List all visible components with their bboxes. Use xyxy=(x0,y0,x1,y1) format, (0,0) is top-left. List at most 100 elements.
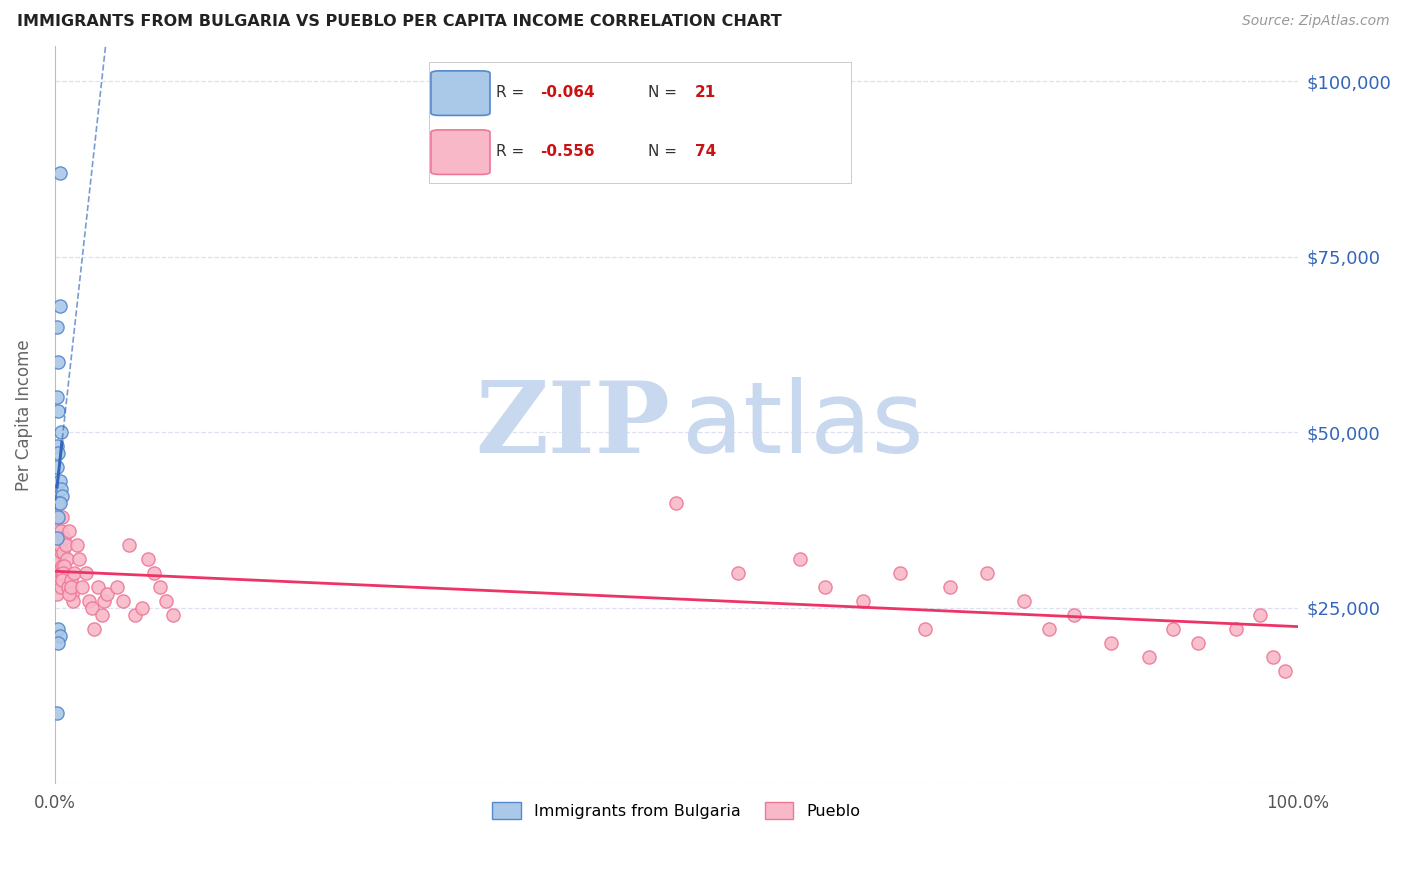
Point xyxy=(49,482,72,496)
Point xyxy=(814,580,837,594)
Text: R =: R = xyxy=(496,85,530,100)
Point xyxy=(48,299,70,313)
Point xyxy=(46,566,69,580)
Point xyxy=(1274,664,1296,678)
Point xyxy=(90,607,112,622)
Point xyxy=(59,573,82,587)
Point xyxy=(131,600,153,615)
Point xyxy=(48,165,70,179)
FancyBboxPatch shape xyxy=(430,130,491,175)
Point xyxy=(1187,636,1209,650)
Point xyxy=(162,607,184,622)
Point xyxy=(136,551,159,566)
Point xyxy=(45,580,67,594)
Point xyxy=(852,594,875,608)
Point xyxy=(1261,650,1284,665)
Point xyxy=(52,545,75,559)
Point xyxy=(49,580,72,594)
Point xyxy=(51,558,73,573)
Point xyxy=(63,566,86,580)
Text: -0.556: -0.556 xyxy=(540,144,595,159)
Point xyxy=(46,551,69,566)
Point xyxy=(46,636,69,650)
Point xyxy=(59,580,82,594)
Point xyxy=(49,425,72,440)
Point xyxy=(46,531,69,545)
Point xyxy=(1250,607,1272,622)
Point xyxy=(58,587,80,601)
Point xyxy=(889,566,911,580)
Legend: Immigrants from Bulgaria, Pueblo: Immigrants from Bulgaria, Pueblo xyxy=(484,795,868,827)
Point xyxy=(48,538,70,552)
Point xyxy=(1063,607,1085,622)
Point xyxy=(48,475,70,489)
Point xyxy=(51,489,73,503)
Point xyxy=(53,531,76,545)
Point xyxy=(56,551,79,566)
Point xyxy=(124,607,146,622)
Point xyxy=(789,551,811,566)
Text: ZIP: ZIP xyxy=(475,377,669,475)
Point xyxy=(51,566,73,580)
Point xyxy=(46,439,69,453)
Point xyxy=(48,531,70,545)
Point xyxy=(75,566,97,580)
Point xyxy=(83,622,105,636)
Point xyxy=(87,580,110,594)
Point xyxy=(55,538,77,552)
Text: 21: 21 xyxy=(695,85,716,100)
Point xyxy=(1225,622,1247,636)
Point xyxy=(155,594,177,608)
Point xyxy=(46,706,69,721)
Text: -0.064: -0.064 xyxy=(540,85,595,100)
Point xyxy=(46,580,69,594)
Text: Source: ZipAtlas.com: Source: ZipAtlas.com xyxy=(1241,14,1389,29)
Point xyxy=(49,545,72,559)
Point xyxy=(46,404,69,418)
Point xyxy=(727,566,749,580)
Point xyxy=(1099,636,1122,650)
Point xyxy=(45,551,67,566)
Point xyxy=(93,594,115,608)
Point xyxy=(66,538,89,552)
Point xyxy=(46,509,69,524)
Point xyxy=(58,524,80,538)
Point xyxy=(938,580,960,594)
Text: N =: N = xyxy=(648,85,682,100)
Point xyxy=(79,594,101,608)
Point xyxy=(46,566,69,580)
Point xyxy=(111,594,134,608)
Point xyxy=(70,580,93,594)
Point xyxy=(105,580,128,594)
Point xyxy=(149,580,172,594)
FancyBboxPatch shape xyxy=(430,70,491,115)
Point xyxy=(914,622,936,636)
Point xyxy=(52,566,75,580)
Point xyxy=(58,580,80,594)
Point xyxy=(46,524,69,538)
Point xyxy=(51,573,73,587)
Text: N =: N = xyxy=(648,144,682,159)
Point xyxy=(80,600,103,615)
Point xyxy=(1137,650,1160,665)
Point xyxy=(46,495,69,509)
Point xyxy=(48,495,70,509)
Text: IMMIGRANTS FROM BULGARIA VS PUEBLO PER CAPITA INCOME CORRELATION CHART: IMMIGRANTS FROM BULGARIA VS PUEBLO PER C… xyxy=(17,14,782,29)
Point xyxy=(48,573,70,587)
Point xyxy=(46,355,69,369)
Point xyxy=(46,460,69,475)
Point xyxy=(1163,622,1185,636)
Point xyxy=(46,622,69,636)
Point xyxy=(49,524,72,538)
Point xyxy=(60,587,83,601)
Point xyxy=(48,629,70,643)
Point xyxy=(46,446,69,460)
Point xyxy=(96,587,118,601)
Point xyxy=(46,390,69,404)
Point xyxy=(118,538,141,552)
Point xyxy=(46,587,69,601)
Text: 74: 74 xyxy=(695,144,716,159)
Text: R =: R = xyxy=(496,144,530,159)
Point xyxy=(1038,622,1060,636)
Point xyxy=(46,320,69,334)
